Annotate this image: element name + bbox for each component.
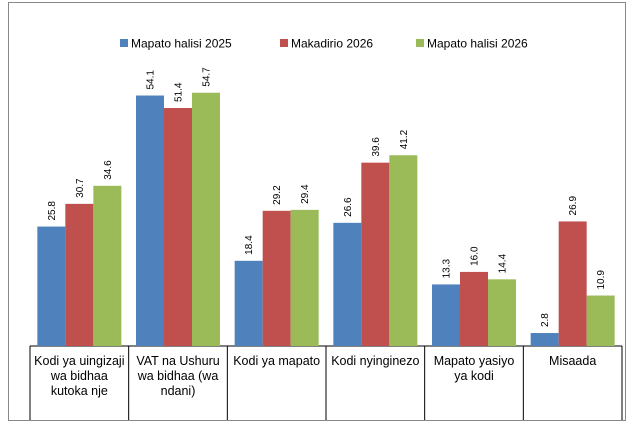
bar xyxy=(65,203,94,346)
legend-swatch xyxy=(416,39,424,47)
x-tick-label: VAT na Ushuru wa bidhaa (wa ndani) xyxy=(136,354,220,398)
bar xyxy=(234,260,263,346)
legend-label: Mapato halisi 2025 xyxy=(131,37,232,51)
value-label: 25.8 xyxy=(47,201,58,221)
bar xyxy=(488,279,516,346)
value-label: 34.6 xyxy=(103,160,114,180)
value-label: 26.9 xyxy=(568,196,579,216)
value-label: 39.6 xyxy=(371,137,382,157)
value-label: 41.2 xyxy=(399,129,410,149)
legend-label: Makadirio 2026 xyxy=(291,37,373,51)
legend-swatch xyxy=(120,39,128,47)
bar xyxy=(164,108,192,346)
bar xyxy=(460,271,488,346)
value-label: 54.1 xyxy=(146,70,157,90)
chart-frame xyxy=(8,2,626,421)
value-label: 26.6 xyxy=(343,197,354,217)
bar xyxy=(93,185,122,346)
bar xyxy=(333,222,362,346)
bar xyxy=(586,295,615,346)
bar xyxy=(558,221,587,346)
bar xyxy=(389,155,418,346)
value-label: 54.7 xyxy=(202,67,213,87)
bar xyxy=(530,333,559,346)
value-label: 30.7 xyxy=(75,178,86,198)
bar xyxy=(262,210,291,346)
value-label: 14.4 xyxy=(498,253,509,273)
bar xyxy=(432,284,460,346)
bar xyxy=(361,162,390,346)
value-label: 18.4 xyxy=(244,235,255,255)
bar xyxy=(192,92,220,346)
value-label: 29.4 xyxy=(300,184,311,204)
value-label: 29.2 xyxy=(272,185,283,205)
value-label: 16.0 xyxy=(470,246,481,266)
x-tick-label: Kodi ya uingizaji wa bidhaa kutoka nje xyxy=(34,354,125,398)
legend-label: Mapato halisi 2026 xyxy=(427,37,528,51)
value-label: 51.4 xyxy=(174,82,185,102)
bar xyxy=(136,95,164,346)
x-tick-label: Kodi nyinginezo xyxy=(331,354,420,368)
bar xyxy=(290,209,319,346)
x-tick-label: Mapato yasiyo ya kodi xyxy=(433,354,515,383)
value-label: 2.8 xyxy=(540,313,551,327)
value-label: 10.9 xyxy=(596,270,607,290)
x-tick-label: Kodi ya mapato xyxy=(233,354,321,368)
bar xyxy=(37,226,66,346)
value-label: 13.3 xyxy=(442,259,453,279)
legend-swatch xyxy=(280,39,288,47)
x-tick-label: Misaada xyxy=(549,354,597,368)
